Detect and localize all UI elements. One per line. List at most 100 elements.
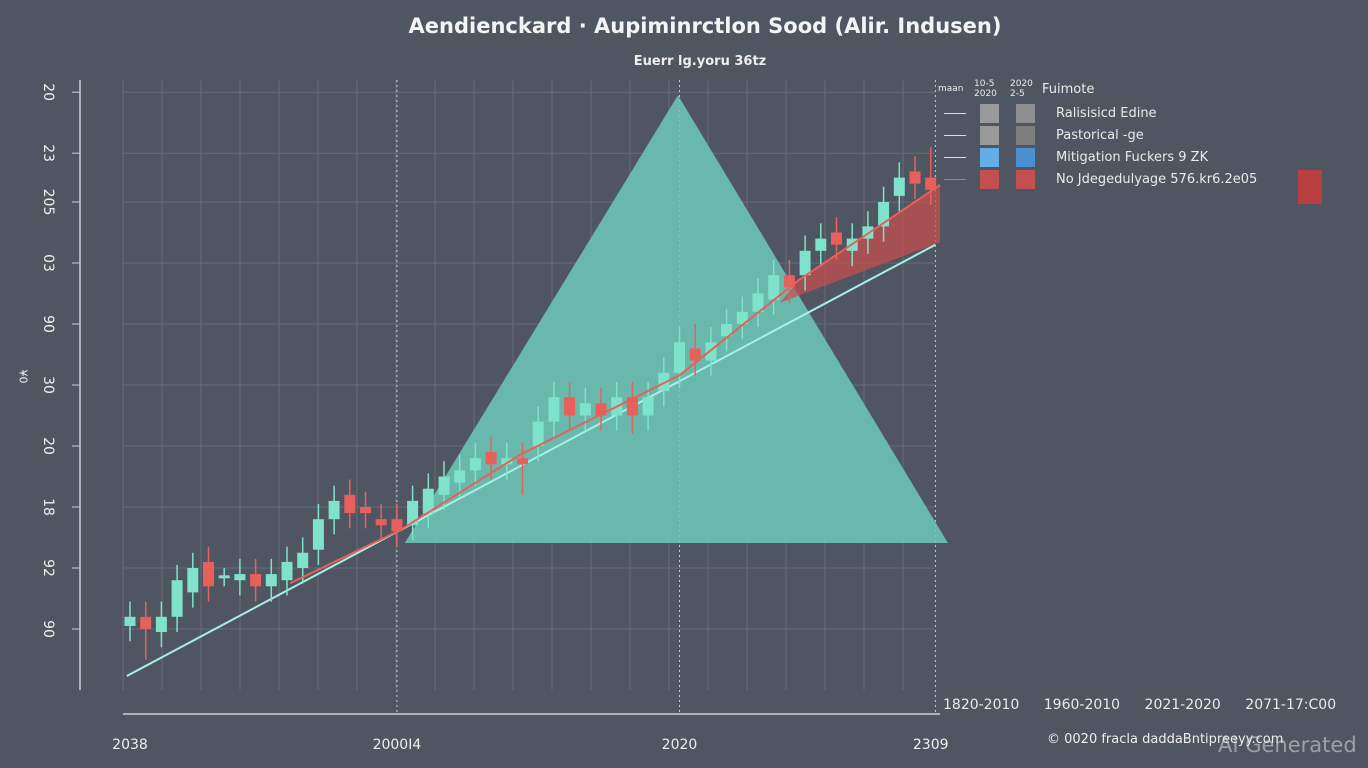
legend-line — [944, 156, 966, 158]
candle-down — [140, 616, 152, 629]
moving-average-line — [289, 184, 941, 585]
copyright-text: © 0020 fracla daddaBntipreeyy.com — [1047, 732, 1284, 747]
y-tick-label: 205 — [40, 189, 56, 216]
x-tick-label: 2038 — [112, 737, 148, 753]
candle-up — [532, 421, 544, 446]
candle-up — [768, 275, 780, 300]
legend-line — [944, 178, 966, 180]
candle-down — [360, 507, 371, 514]
candle-down — [485, 452, 497, 465]
chart-title: Aendienckard · Aupiminrctlon Sood (Alir.… — [408, 14, 1002, 38]
candle-up — [579, 403, 591, 416]
period-label: 1820-2010 — [943, 697, 1020, 713]
candle-up — [328, 500, 340, 520]
candle-up — [752, 293, 764, 312]
legend-line — [944, 112, 966, 114]
y-tick-label: 20 — [40, 437, 56, 455]
candle-up — [297, 552, 309, 568]
legend-swatch — [1016, 125, 1035, 145]
candle-down — [344, 494, 356, 514]
candle-down — [203, 561, 214, 587]
candle-up — [815, 238, 827, 251]
legend-swatch — [1016, 103, 1035, 123]
legend-item: Ralisisicd Edine — [938, 102, 1257, 124]
candle-up — [438, 476, 450, 495]
y-axis-label: ¥0 — [16, 369, 30, 384]
candle-down — [689, 348, 701, 361]
y-tick-label: 18 — [40, 498, 56, 516]
candle-down — [391, 519, 403, 532]
candle-up — [893, 177, 905, 196]
candle-up — [721, 324, 733, 337]
candle-up — [281, 561, 293, 581]
candle-up — [501, 458, 513, 465]
candle-up — [234, 574, 246, 581]
candle-down — [595, 403, 607, 416]
y-tick-label: 20 — [40, 83, 56, 101]
candle-up — [218, 575, 230, 579]
period-label: 2021-2020 — [1144, 697, 1221, 713]
legend-swatch — [980, 169, 999, 189]
legend-head-col: 10-5 2020 — [974, 79, 997, 99]
legend-swatch — [1016, 169, 1035, 189]
legend-swatch — [980, 147, 999, 167]
candle-up — [878, 202, 890, 227]
legend-label: Ralisisicd Edine — [1056, 105, 1157, 121]
candle-up — [124, 616, 136, 626]
legend-head-col: Fuimote — [1042, 81, 1095, 97]
x-tick-label: 2309 — [913, 737, 949, 753]
legend: maan 10-5 2020 2020 2-5 Fuimote Ralisisi… — [938, 76, 1257, 190]
candle-up — [674, 342, 685, 373]
candle-up — [658, 372, 670, 392]
candle-up — [469, 458, 481, 471]
candle-up — [171, 580, 183, 617]
candle-up — [265, 574, 277, 587]
legend-label: No Jdegedulyage 576.kr6.2e05 — [1056, 171, 1258, 187]
legend-head-col: 2020 2-5 — [1010, 79, 1033, 99]
legend-header: maan 10-5 2020 2020 2-5 Fuimote — [938, 76, 1257, 102]
candle-up — [454, 470, 466, 483]
candle-up — [736, 311, 748, 324]
candle-up — [187, 568, 199, 593]
candle-up — [642, 397, 654, 416]
legend-item: No Jdegedulyage 576.kr6.2e05 — [938, 168, 1257, 190]
y-tick-label: 90 — [40, 315, 56, 333]
legend-swatch — [1016, 147, 1035, 167]
candle-up — [799, 250, 811, 276]
period-label: 2071-17:C00 — [1245, 697, 1337, 713]
legend-head-col: maan — [938, 84, 964, 94]
red-stamp-icon — [1298, 170, 1322, 204]
legend-swatch — [980, 125, 999, 145]
candle-down — [250, 574, 262, 587]
y-tick-label: 23 — [40, 144, 56, 162]
candle-down — [831, 232, 842, 245]
candle-down — [925, 177, 937, 190]
period-label: 1960-2010 — [1043, 697, 1121, 713]
candle-up — [155, 616, 167, 633]
period-labels: 1820-2010 1960-2010 2021-2020 2071-17:C0… — [943, 697, 1354, 713]
ai-generated-watermark: AI Generated — [1218, 733, 1357, 757]
candle-down — [909, 171, 921, 184]
legend-label: Mitigation Fuckers 9 ZK — [1056, 149, 1209, 165]
x-tick-label: 2000I4 — [373, 737, 422, 753]
candle-down — [626, 397, 638, 416]
candle-up — [312, 519, 324, 550]
legend-swatch — [980, 103, 999, 123]
projection-band — [779, 184, 941, 303]
y-tick-label: 90 — [40, 620, 56, 638]
legend-label: Pastorical -ge — [1056, 127, 1144, 143]
y-tick-label: 30 — [40, 376, 56, 394]
candle-down — [783, 275, 795, 288]
legend-item: Pastorical -ge — [938, 124, 1257, 146]
y-tick-label: 92 — [40, 559, 56, 577]
x-tick-label: 2020 — [662, 737, 698, 753]
candle-up — [548, 397, 560, 422]
y-tick-label: 03 — [40, 254, 56, 272]
candle-down — [564, 397, 576, 416]
legend-item: Mitigation Fuckers 9 ZK — [938, 146, 1257, 168]
chart-subtitle: Euerr lg.yoru 36tz — [633, 54, 767, 69]
trend-line — [126, 243, 936, 677]
candle-down — [517, 458, 528, 465]
candle-up — [407, 500, 419, 526]
